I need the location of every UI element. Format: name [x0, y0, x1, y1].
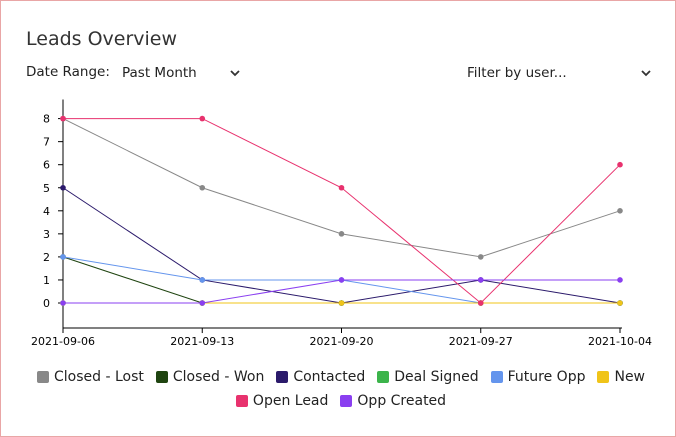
data-point-future-opp	[199, 277, 206, 283]
data-point-open-lead	[477, 300, 484, 306]
legend-swatch	[597, 371, 610, 383]
legend-item-new[interactable]: New	[597, 366, 645, 388]
y-tick-label: 4	[43, 205, 50, 218]
x-tick-label: 2021-09-13	[170, 335, 234, 348]
x-tick-label: 2021-10-04	[588, 335, 652, 348]
series-line-open-lead	[63, 118, 621, 304]
date-range-value: Past Month	[122, 65, 197, 81]
legend-item-contacted[interactable]: Contacted	[276, 366, 365, 388]
legend-item-opp-created[interactable]: Opp Created	[340, 390, 446, 412]
date-range-select[interactable]: Past Month	[122, 61, 242, 85]
data-point-open-lead	[338, 184, 345, 191]
legend-swatch	[490, 371, 503, 383]
data-point-opp-created	[617, 277, 623, 283]
legend-swatch	[340, 395, 353, 407]
legend-label: New	[614, 369, 646, 385]
legend-swatch	[276, 371, 289, 383]
data-point-closed-lost	[617, 208, 623, 214]
legend-swatch	[377, 371, 390, 383]
data-point-new	[617, 300, 623, 306]
user-filter-select[interactable]: Filter by user...	[467, 61, 653, 85]
legend-item-closed-lost[interactable]: Closed - Lost	[36, 366, 144, 388]
y-tick-label: 5	[43, 182, 50, 195]
chevron-down-icon	[639, 66, 653, 80]
data-point-opp-created	[477, 277, 484, 283]
y-tick-label: 3	[43, 228, 50, 241]
data-point-open-lead	[199, 115, 206, 122]
x-tick-label: 2021-09-27	[449, 335, 513, 348]
y-tick-label: 0	[43, 297, 50, 310]
legend-label: Closed - Won	[172, 369, 265, 385]
legend-label: Deal Signed	[394, 369, 479, 385]
y-tick-label: 7	[43, 136, 50, 149]
data-point-closed-lost	[199, 184, 206, 191]
legend-swatch	[155, 371, 168, 383]
data-point-opp-created	[199, 300, 206, 306]
y-tick-label: 1	[43, 274, 50, 287]
legend-item-closed-won[interactable]: Closed - Won	[155, 366, 265, 388]
legend-label: Future Opp	[507, 369, 586, 385]
data-point-open-lead	[617, 161, 623, 168]
data-point-new	[338, 300, 345, 306]
data-point-closed-lost	[477, 254, 484, 260]
y-tick-label: 8	[43, 113, 50, 126]
user-filter-value: Filter by user...	[467, 65, 567, 81]
data-point-opp-created	[60, 300, 66, 306]
x-tick-label: 2021-09-20	[310, 335, 374, 348]
data-point-open-lead	[60, 115, 66, 122]
date-range-label: Date Range:	[26, 64, 110, 80]
series-line-opp-created	[63, 279, 620, 304]
legend-item-future-opp[interactable]: Future Opp	[490, 366, 586, 388]
x-tick-label: 2021-09-06	[31, 335, 95, 348]
legend-label: Closed - Lost	[53, 369, 144, 385]
data-point-opp-created	[338, 277, 345, 283]
legend-item-deal-signed[interactable]: Deal Signed	[377, 366, 479, 388]
y-tick-label: 6	[43, 159, 50, 172]
legend-swatch	[36, 371, 49, 383]
legend-label: Open Lead	[252, 393, 329, 409]
chart-legend: Closed - Lost Closed - Won Contacted Deal S…	[21, 366, 661, 414]
widget-title: Leads Overview	[26, 28, 178, 50]
legend-item-open-lead[interactable]: Open Lead	[235, 390, 329, 412]
data-point-future-opp	[60, 254, 66, 260]
leads-line-chart: 0 1 2 3 4 5 6 7 8 2021-09-06 2021-09-13 2021-09-20 2…	[31, 99, 652, 348]
legend-swatch	[235, 395, 248, 407]
legend-label: Contacted	[293, 369, 366, 385]
y-tick-label: 2	[43, 251, 50, 264]
chevron-down-icon	[228, 66, 242, 80]
data-point-closed-lost	[338, 231, 345, 237]
series-line-contacted	[62, 187, 621, 304]
data-point-contacted	[60, 184, 66, 191]
legend-label: Opp Created	[357, 393, 447, 409]
